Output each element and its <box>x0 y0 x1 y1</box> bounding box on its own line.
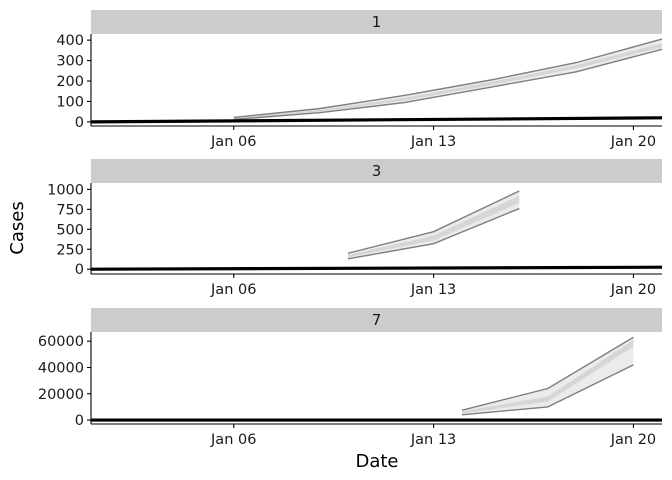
observed-cases-line <box>90 265 663 271</box>
facet-panel-7: 7 0 20000 40000 60000 Jan 06 Jan 13 Jan 20 <box>38 308 662 448</box>
facet-strip-label: 7 <box>372 311 382 329</box>
y-tick-label: 40000 <box>38 360 84 376</box>
band-lower-line <box>462 364 634 416</box>
band-lower-line <box>347 207 520 260</box>
prediction-band-outer <box>347 190 520 259</box>
band-upper-line <box>461 336 634 411</box>
y-tick-label: 1000 <box>47 182 84 198</box>
facet-panel-1: 1 0 100 200 300 400 Jan 06 Jan 13 Jan 20 <box>56 10 663 150</box>
facet-strip-label: 1 <box>372 13 382 31</box>
facet-strip-label: 3 <box>372 162 382 180</box>
prediction-band-inner <box>233 43 662 119</box>
x-tick-label: Jan 20 <box>610 432 656 448</box>
x-tick-label: Jan 13 <box>410 134 456 150</box>
x-axis-title: Date <box>355 451 398 472</box>
facet-strip <box>91 10 662 34</box>
prediction-band-inner <box>462 339 634 414</box>
y-axis-title: Cases <box>7 201 28 254</box>
facet-panel-3: 3 0 250 500 750 1000 Jan 06 Jan 13 Jan 20 <box>47 159 663 298</box>
y-tick-label: 20000 <box>38 387 84 403</box>
x-tick-label: Jan 06 <box>210 282 256 298</box>
x-tick-label: Jan 13 <box>410 432 456 448</box>
band-lower-line <box>233 48 663 121</box>
y-tick-label: 750 <box>56 202 84 218</box>
x-tick-label: Jan 13 <box>410 282 456 298</box>
y-tick-label: 100 <box>56 94 84 110</box>
y-tick-label: 300 <box>56 54 84 70</box>
panels-layer: 1 0 100 200 300 400 Jan 06 Jan 13 Jan 20 3 0 250 500… <box>38 10 663 448</box>
prediction-band-outer <box>233 39 662 120</box>
x-tick-label: Jan 20 <box>610 134 656 150</box>
x-tick-label: Jan 06 <box>210 432 256 448</box>
y-tick-label: 400 <box>56 33 84 49</box>
facet-strip <box>91 159 662 183</box>
x-tick-label: Jan 20 <box>610 282 656 298</box>
y-tick-label: 0 <box>75 262 84 278</box>
y-tick-label: 0 <box>75 413 84 429</box>
prediction-band-inner <box>347 195 520 258</box>
y-tick-label: 250 <box>56 242 84 258</box>
band-upper-line <box>233 38 663 119</box>
y-tick-label: 500 <box>56 222 84 238</box>
observed-cases-line <box>90 116 663 124</box>
x-tick-label: Jan 06 <box>210 134 256 150</box>
facet-strip <box>91 308 662 332</box>
y-tick-label: 60000 <box>38 334 84 350</box>
band-upper-line <box>347 190 520 254</box>
y-tick-label: 200 <box>56 74 84 90</box>
y-tick-label: 0 <box>75 115 84 131</box>
